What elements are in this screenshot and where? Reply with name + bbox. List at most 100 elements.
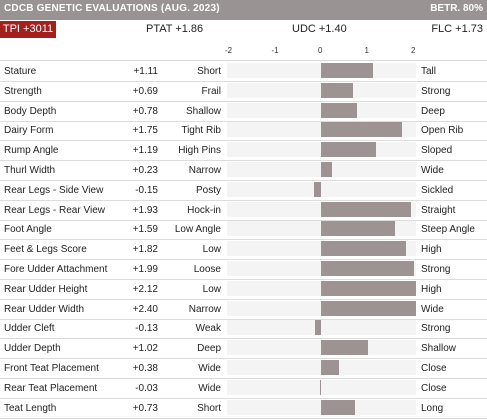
trait-value: +0.73 xyxy=(132,402,158,414)
high-extreme-label: Sickled xyxy=(421,184,454,196)
trait-bar xyxy=(321,162,332,177)
header-bar: CDCB GENETIC EVALUATIONS (AUG. 2023) BET… xyxy=(0,0,487,20)
trait-value: +1.82 xyxy=(132,244,158,256)
trait-bar xyxy=(321,63,373,78)
trait-row: Front Teat Placement +0.38 Wide Close xyxy=(0,358,487,379)
trait-value: +0.38 xyxy=(132,363,158,374)
bar-track xyxy=(227,280,416,296)
trait-row: Rear Udder Width +2.40 Narrow Wide xyxy=(0,299,487,320)
trait-name: Foot Angle xyxy=(4,224,52,236)
trait-row: Teat Length +0.73 Short Long xyxy=(0,398,487,419)
high-extreme-label: High xyxy=(421,244,442,256)
trait-bar xyxy=(321,241,406,257)
low-extreme-label: Deep xyxy=(197,343,221,355)
high-extreme-label: Wide xyxy=(421,303,444,315)
bar-track xyxy=(227,399,416,415)
low-extreme-label: Low Angle xyxy=(174,224,221,236)
trait-bar xyxy=(321,360,339,375)
trait-bar xyxy=(321,261,414,276)
trait-row: Foot Angle +1.59 Low Angle Steep Angle xyxy=(0,219,487,241)
trait-row: Udder Depth +1.02 Deep Shallow xyxy=(0,338,487,360)
bar-track xyxy=(227,261,416,276)
low-extreme-label: Wide xyxy=(198,363,221,374)
bar-track xyxy=(227,340,416,356)
trait-name: Thurl Width xyxy=(4,165,56,176)
high-extreme-label: Strong xyxy=(421,85,451,97)
ptat-value: PTAT +1.86 xyxy=(146,23,204,35)
low-extreme-label: Low xyxy=(202,283,221,295)
trait-bar xyxy=(321,280,416,296)
high-extreme-label: Strong xyxy=(421,323,451,335)
flc-value: FLC +1.73 xyxy=(431,23,483,35)
high-extreme-label: Sloped xyxy=(421,145,453,157)
trait-value: +1.19 xyxy=(132,145,158,157)
trait-row: Strength +0.69 Frail Strong xyxy=(0,81,487,102)
low-extreme-label: Wide xyxy=(198,382,221,394)
trait-row: Udder Cleft -0.13 Weak Strong xyxy=(0,318,487,340)
low-extreme-label: High Pins xyxy=(178,145,221,157)
trait-bar xyxy=(319,379,322,395)
trait-row: Rump Angle +1.19 High Pins Sloped xyxy=(0,140,487,162)
trait-bar xyxy=(321,340,369,356)
bar-track xyxy=(227,181,416,197)
x-tick-label: 1 xyxy=(364,46,369,55)
trait-bar xyxy=(321,142,377,158)
trait-name: Udder Depth xyxy=(4,343,61,355)
axis-divider xyxy=(0,60,487,61)
low-extreme-label: Low xyxy=(202,244,221,256)
high-extreme-label: Tall xyxy=(421,66,437,77)
bar-track xyxy=(227,221,416,237)
trait-name: Dairy Form xyxy=(4,125,54,137)
bar-track xyxy=(227,102,416,118)
trait-name: Rear Legs - Rear View xyxy=(4,204,105,216)
trait-value: +0.78 xyxy=(132,105,158,117)
trait-bar xyxy=(321,122,403,138)
summary-bar: TPI +3011 PTAT +1.86 UDC +1.40 FLC +1.73 xyxy=(0,20,487,39)
trait-name: Stature xyxy=(4,66,37,77)
trait-bar xyxy=(321,300,416,316)
trait-name: Rear Legs - Side View xyxy=(4,184,104,196)
low-extreme-label: Weak xyxy=(195,323,221,335)
trait-bar xyxy=(321,102,358,118)
tpi-badge: TPI +3011 xyxy=(0,21,56,38)
high-extreme-label: Close xyxy=(421,382,447,394)
trait-name: Rump Angle xyxy=(4,145,59,157)
x-tick-label: -2 xyxy=(225,46,233,55)
trait-bar xyxy=(321,399,355,415)
trait-value: +1.75 xyxy=(132,125,158,137)
bar-track xyxy=(227,201,416,217)
reliability-label: BETR. 80% xyxy=(430,3,483,14)
bar-track xyxy=(227,122,416,138)
bar-track xyxy=(227,320,416,336)
bar-track xyxy=(227,379,416,395)
bar-track xyxy=(227,162,416,177)
high-extreme-label: Close xyxy=(421,363,447,374)
trait-row: Fore Udder Attachment +1.99 Loose Strong xyxy=(0,259,487,280)
low-extreme-label: Short xyxy=(197,66,221,77)
bar-track xyxy=(227,300,416,316)
high-extreme-label: Long xyxy=(421,402,444,414)
bar-track xyxy=(227,360,416,375)
trait-bar xyxy=(321,201,411,217)
trait-row: Rear Legs - Rear View +1.93 Hock-in Straigh… xyxy=(0,200,487,221)
high-extreme-label: Deep xyxy=(421,105,445,117)
trait-bar xyxy=(321,82,354,98)
trait-name: Feet & Legs Score xyxy=(4,244,87,256)
trait-value: +1.59 xyxy=(132,224,158,236)
trait-row: Thurl Width +0.23 Narrow Wide xyxy=(0,160,487,181)
x-tick-label: 2 xyxy=(411,46,416,55)
trait-value: +1.93 xyxy=(132,204,158,216)
bar-track xyxy=(227,82,416,98)
trait-value: +1.99 xyxy=(132,264,158,275)
low-extreme-label: Short xyxy=(197,402,221,414)
trait-value: -0.03 xyxy=(135,382,158,394)
trait-value: -0.15 xyxy=(135,184,158,196)
trait-name: Fore Udder Attachment xyxy=(4,264,108,275)
trait-bar xyxy=(314,181,321,197)
trait-row: Feet & Legs Score +1.82 Low High xyxy=(0,239,487,261)
trait-name: Rear Teat Placement xyxy=(4,382,98,394)
trait-row: Rear Teat Placement -0.03 Wide Close xyxy=(0,378,487,399)
trait-value: +1.02 xyxy=(132,343,158,355)
high-extreme-label: Straight xyxy=(421,204,456,216)
low-extreme-label: Frail xyxy=(201,85,221,97)
